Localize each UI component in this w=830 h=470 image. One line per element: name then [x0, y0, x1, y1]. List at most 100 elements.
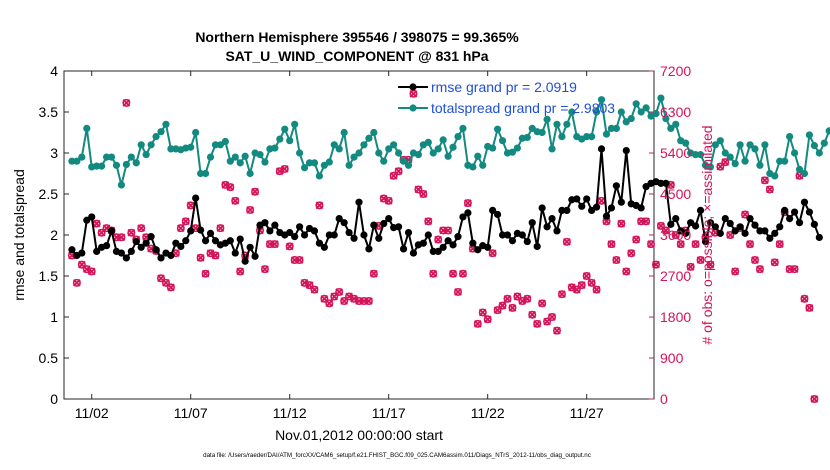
rmse-point	[429, 247, 437, 255]
obs-possible-point	[562, 237, 571, 246]
rmse-point	[246, 243, 254, 251]
rmse-point	[409, 249, 418, 257]
obs-assimilated-point	[285, 242, 294, 251]
obs-assimilated-point	[483, 315, 492, 324]
y-left-tick-label-1: 0.5	[39, 350, 59, 366]
totalspread-point	[330, 141, 338, 149]
totalspread-point	[667, 124, 675, 132]
obs-assimilated-point	[746, 240, 754, 248]
rmse-point	[345, 228, 353, 237]
legend-totalspread-marker	[409, 104, 417, 112]
obs-assimilated-point	[261, 265, 269, 274]
y-left-tick-label-5: 2.5	[39, 186, 59, 202]
rmse-point	[226, 237, 234, 245]
obs-possible-point	[577, 281, 586, 290]
totalspread-point	[375, 149, 383, 157]
obs-assimilated-point	[449, 269, 457, 278]
totalspread-point	[672, 120, 680, 128]
totalspread-point	[434, 145, 442, 153]
y-left-tick-label-8: 4	[50, 63, 58, 79]
rmse-point	[192, 194, 200, 202]
rmse-point	[132, 237, 140, 246]
totalspread-point	[68, 157, 76, 165]
rmse-point	[786, 215, 794, 223]
totalspread-point	[637, 108, 645, 116]
obs-possible-point	[72, 278, 81, 287]
obs-assimilated-point	[770, 258, 779, 267]
rmse-point	[459, 213, 467, 221]
totalspread-point	[390, 141, 398, 149]
obs-assimilated-point	[622, 267, 631, 276]
totalspread-point	[815, 149, 823, 157]
obs-assimilated-point	[706, 260, 715, 269]
obs-assimilated-point	[384, 196, 393, 205]
obs-assimilated-point	[176, 224, 185, 233]
totalspread-point	[474, 152, 482, 160]
rmse-point	[424, 231, 432, 239]
rmse-point	[573, 195, 581, 203]
totalspread-point	[508, 148, 517, 156]
rmse-point	[167, 251, 175, 260]
totalspread-point	[167, 145, 175, 153]
x-tick-label-4: 11/22	[471, 405, 505, 421]
obs-possible-point	[775, 240, 784, 249]
rmse-point	[300, 231, 309, 239]
obs-assimilated-point	[567, 283, 576, 292]
rmse-point	[667, 220, 675, 228]
obs-assimilated-point	[805, 304, 814, 312]
totalspread-point	[741, 157, 749, 165]
rmse-point	[607, 204, 616, 212]
obs-assimilated-point	[602, 217, 611, 226]
obs-possible-point	[587, 278, 596, 287]
rmse-point	[815, 233, 823, 242]
obs-possible-point	[335, 287, 344, 296]
totalspread-point	[662, 114, 670, 123]
obs-assimilated-point	[553, 326, 561, 335]
totalspread-point	[538, 128, 546, 137]
totalspread-point	[132, 159, 140, 167]
totalspread-point	[652, 110, 660, 118]
totalspread-point	[231, 153, 239, 161]
rmse-point	[117, 249, 126, 257]
totalspread-point	[112, 161, 121, 169]
rmse-point	[751, 221, 759, 229]
rmse-point	[439, 243, 447, 251]
obs-possible-point	[77, 260, 86, 269]
obs-assimilated-point	[201, 269, 210, 278]
obs-possible-point	[592, 285, 601, 294]
y-right-tick-label-0: 0	[660, 391, 668, 407]
obs-possible-point	[359, 297, 368, 306]
obs-assimilated-point	[82, 265, 91, 274]
rmse-point	[147, 233, 155, 241]
rmse-point	[706, 219, 715, 227]
obs-assimilated-point	[597, 196, 606, 205]
rmse-point	[137, 243, 145, 251]
totalspread-point	[726, 153, 734, 161]
rmse-point	[508, 237, 517, 245]
obs-possible-point	[671, 231, 680, 240]
obs-assimilated-point	[275, 167, 284, 176]
rmse-point	[489, 206, 497, 214]
obs-assimilated-point	[528, 310, 537, 319]
obs-possible-point	[478, 308, 487, 317]
obs-assimilated-point	[558, 290, 566, 299]
obs-possible-point	[632, 235, 641, 244]
obs-assimilated-point	[686, 263, 695, 271]
obs-assimilated-point	[676, 240, 685, 248]
obs-assimilated-point	[810, 395, 819, 403]
obs-possible-point	[721, 158, 730, 167]
totalspread-point	[449, 143, 457, 151]
y-left-tick-label-4: 2	[50, 227, 58, 243]
obs-assimilated-point	[73, 278, 81, 287]
obs-assimilated-point	[582, 272, 591, 280]
obs-assimilated-point	[271, 240, 279, 248]
obs-possible-point	[449, 269, 458, 278]
obs-possible-point	[810, 394, 819, 403]
rmse-point	[672, 215, 680, 223]
obs-assimilated-point	[335, 288, 344, 296]
totalspread-point	[489, 144, 497, 152]
rmse-point	[637, 204, 645, 212]
obs-possible-point	[340, 297, 349, 306]
rmse-point	[612, 182, 620, 190]
obs-possible-point	[543, 317, 552, 326]
